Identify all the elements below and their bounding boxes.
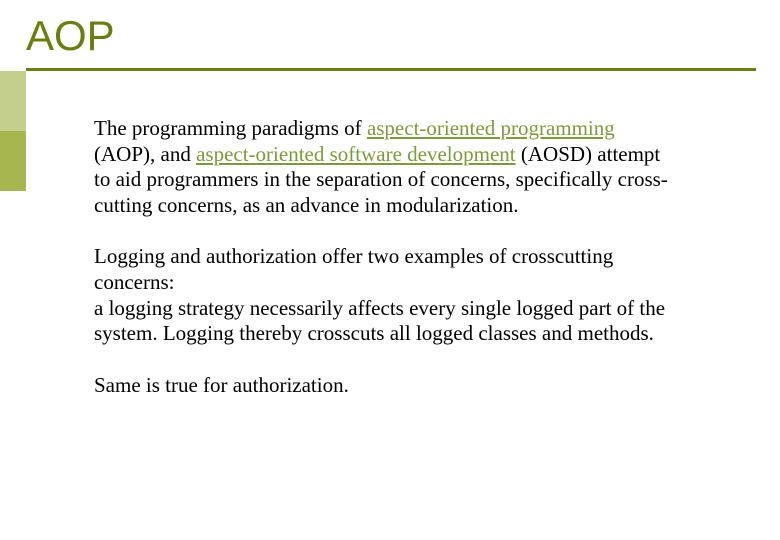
slide-body: The programming paradigms of aspect-orie…: [94, 116, 674, 398]
paragraph: Logging and authorization offer two exam…: [94, 244, 674, 346]
paragraph: The programming paradigms of aspect-orie…: [94, 116, 674, 218]
title-underline: [26, 68, 756, 71]
paragraph: Same is true for authorization.: [94, 373, 674, 399]
body-text: Logging and authorization offer two exam…: [94, 244, 665, 345]
body-text: (AOP), and: [94, 142, 196, 166]
body-link[interactable]: aspect-oriented software development: [196, 142, 516, 166]
body-link[interactable]: aspect-oriented programming: [367, 116, 615, 140]
sidebar-block-1: [0, 71, 26, 131]
sidebar-block-2: [0, 131, 26, 191]
body-text: Same is true for authorization.: [94, 373, 349, 397]
slide: AOP The programming paradigms of aspect-…: [0, 0, 780, 540]
slide-title: AOP: [26, 12, 115, 60]
body-text: The programming paradigms of: [94, 116, 367, 140]
